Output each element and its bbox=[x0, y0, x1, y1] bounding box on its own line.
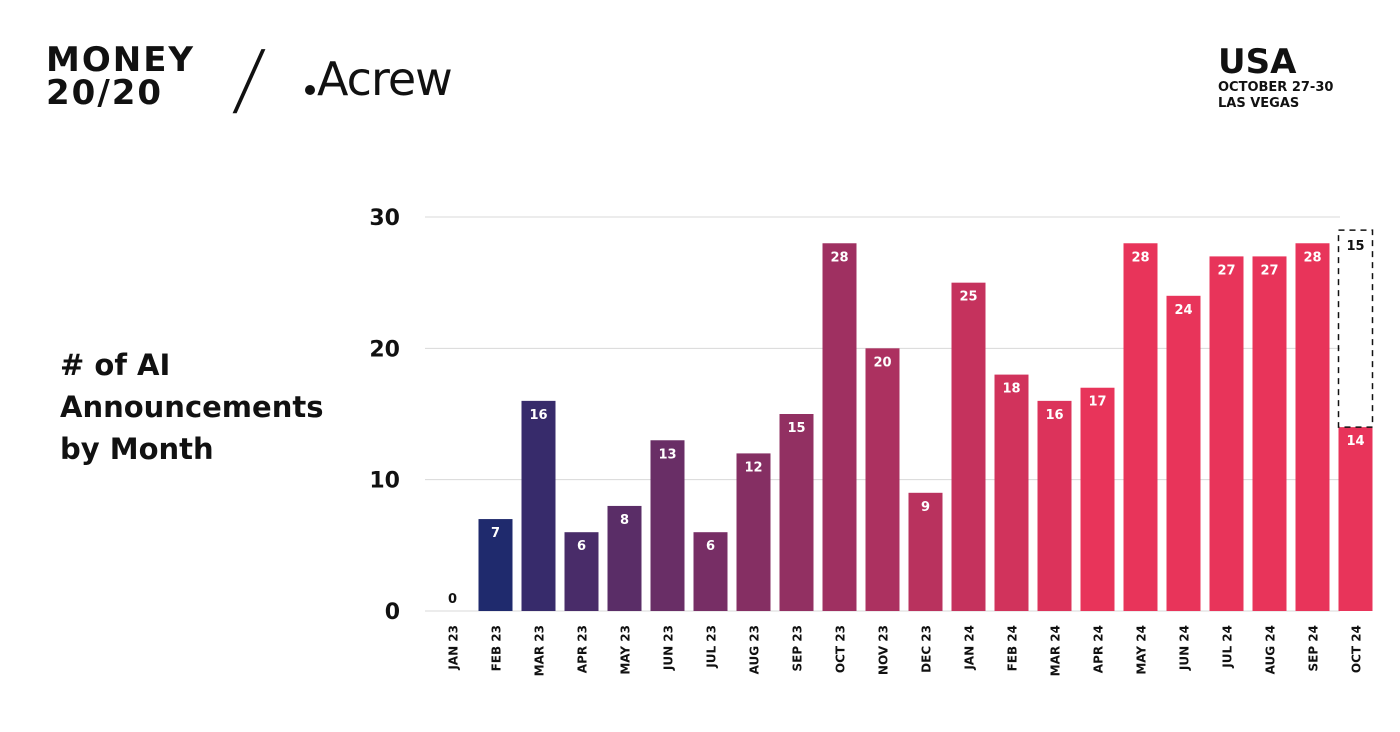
bar bbox=[1252, 256, 1287, 611]
x-tick-label: JUL 24 bbox=[1221, 625, 1235, 669]
x-tick-label: JUN 24 bbox=[1178, 625, 1192, 671]
event-country: USA bbox=[1218, 42, 1297, 82]
x-tick-label: APR 24 bbox=[1092, 625, 1106, 673]
data-label: 25 bbox=[959, 290, 977, 305]
bar bbox=[607, 505, 642, 611]
bar bbox=[693, 532, 728, 611]
x-tick-label: JUL 23 bbox=[705, 625, 719, 669]
data-label: 28 bbox=[1303, 250, 1321, 265]
bar bbox=[822, 243, 857, 611]
data-label: 18 bbox=[1002, 382, 1020, 397]
projected-bar bbox=[1337, 229, 1374, 428]
data-label: 13 bbox=[658, 447, 676, 462]
data-label: 27 bbox=[1260, 263, 1278, 278]
bar bbox=[1037, 400, 1072, 611]
bar bbox=[564, 532, 599, 611]
bar bbox=[779, 414, 814, 611]
x-tick-label: MAY 23 bbox=[619, 625, 633, 675]
bar bbox=[650, 440, 685, 611]
bar bbox=[994, 374, 1029, 611]
data-label: 17 bbox=[1088, 395, 1106, 410]
y-tick-label: 10 bbox=[369, 469, 400, 494]
x-tick-label: MAR 23 bbox=[533, 625, 547, 676]
data-label: 20 bbox=[873, 355, 891, 370]
x-tick-label: AUG 23 bbox=[748, 625, 762, 674]
bar bbox=[736, 453, 771, 611]
x-tick-label: NOV 23 bbox=[877, 625, 891, 675]
bar bbox=[478, 519, 513, 611]
data-label: 28 bbox=[1131, 250, 1149, 265]
x-tick-label: AUG 24 bbox=[1264, 625, 1278, 674]
event-location: LAS VEGAS bbox=[1218, 96, 1300, 111]
bar bbox=[521, 400, 556, 611]
bar bbox=[1123, 243, 1158, 611]
data-label: 15 bbox=[787, 421, 805, 436]
data-label: 24 bbox=[1174, 303, 1192, 318]
x-tick-label: JAN 23 bbox=[447, 625, 461, 671]
data-label: 27 bbox=[1217, 263, 1235, 278]
x-tick-label: SEP 23 bbox=[791, 625, 805, 672]
bar bbox=[951, 282, 986, 611]
y-tick-label: 30 bbox=[369, 206, 400, 231]
x-tick-label: FEB 24 bbox=[1006, 625, 1020, 671]
projected-label: 15 bbox=[1346, 239, 1364, 254]
bar bbox=[1080, 387, 1115, 611]
data-label: 16 bbox=[529, 408, 547, 423]
bar bbox=[865, 348, 900, 611]
data-label: 8 bbox=[620, 513, 629, 528]
money2020-logo: MONEY 20/20 bbox=[46, 40, 196, 113]
x-tick-label: MAR 24 bbox=[1049, 625, 1063, 676]
x-tick-label: JAN 24 bbox=[963, 625, 977, 671]
x-tick-label: MAY 24 bbox=[1135, 625, 1149, 675]
data-label: 7 bbox=[491, 526, 500, 541]
data-label: 28 bbox=[830, 250, 848, 265]
event-info: USA OCTOBER 27-30 LAS VEGAS bbox=[1218, 44, 1333, 112]
x-tick-label: FEB 23 bbox=[490, 625, 504, 671]
x-tick-label: DEC 23 bbox=[920, 625, 934, 673]
bar bbox=[1295, 243, 1330, 611]
bar bbox=[1338, 427, 1373, 611]
data-label: 6 bbox=[706, 539, 715, 554]
x-tick-label: OCT 23 bbox=[834, 625, 848, 673]
data-label: 16 bbox=[1045, 408, 1063, 423]
bar bbox=[1166, 295, 1201, 611]
data-label: 9 bbox=[921, 500, 930, 515]
y-tick-label: 20 bbox=[369, 337, 400, 362]
data-label: 14 bbox=[1346, 434, 1364, 449]
data-label: 6 bbox=[577, 539, 586, 554]
x-tick-label: APR 23 bbox=[576, 625, 590, 673]
data-label: 0 bbox=[448, 592, 457, 607]
x-tick-label: JUN 23 bbox=[662, 625, 676, 671]
x-tick-label: OCT 24 bbox=[1350, 625, 1364, 673]
x-tick-label: SEP 24 bbox=[1307, 625, 1321, 672]
event-dates: OCTOBER 27-30 bbox=[1218, 80, 1334, 95]
bar bbox=[908, 492, 943, 611]
data-label: 12 bbox=[744, 460, 762, 475]
bar bbox=[1209, 256, 1244, 611]
acrew-logo: Acrew bbox=[305, 54, 453, 104]
chart-title: # of AI Announcements by Month bbox=[60, 348, 324, 466]
y-tick-label: 0 bbox=[385, 600, 400, 625]
